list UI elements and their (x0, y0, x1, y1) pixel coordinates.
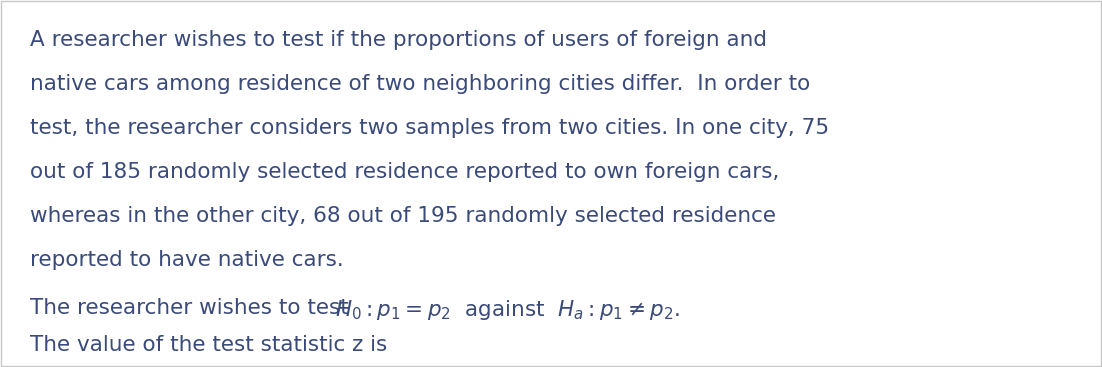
Text: out of 185 randomly selected residence reported to own foreign cars,: out of 185 randomly selected residence r… (30, 162, 779, 182)
Text: A researcher wishes to test if the proportions of users of foreign and: A researcher wishes to test if the propo… (30, 30, 767, 50)
Text: The researcher wishes to test: The researcher wishes to test (30, 298, 363, 318)
Text: native cars among residence of two neighboring cities differ.  In order to: native cars among residence of two neigh… (30, 74, 810, 94)
Text: reported to have native cars.: reported to have native cars. (30, 250, 344, 270)
Text: The value of the test statistic z is: The value of the test statistic z is (30, 335, 387, 355)
Text: $H_0 : p_1 = p_2$  against  $H_a: p_1 \neq p_2.$: $H_0 : p_1 = p_2$ against $H_a: p_1 \neq… (335, 298, 680, 322)
Text: whereas in the other city, 68 out of 195 randomly selected residence: whereas in the other city, 68 out of 195… (30, 206, 776, 226)
Text: test, the researcher considers two samples from two cities. In one city, 75: test, the researcher considers two sampl… (30, 118, 829, 138)
